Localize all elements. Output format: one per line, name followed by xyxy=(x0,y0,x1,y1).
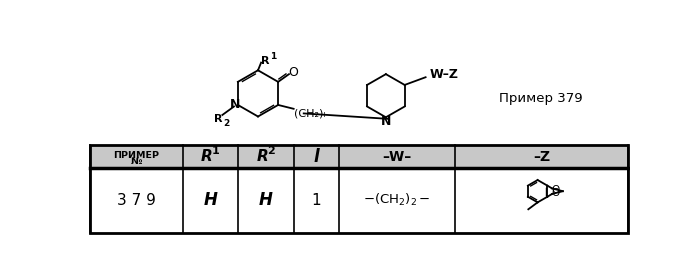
Text: H: H xyxy=(204,191,218,209)
Text: (CH₂)ₗ: (CH₂)ₗ xyxy=(295,108,326,118)
Text: O: O xyxy=(551,185,559,195)
Text: R: R xyxy=(214,114,223,124)
Text: O: O xyxy=(288,66,298,79)
Text: ПРИМЕР: ПРИМЕР xyxy=(113,151,160,160)
Text: W–Z: W–Z xyxy=(430,68,459,81)
Text: 2: 2 xyxy=(223,119,230,128)
Text: H: H xyxy=(259,191,273,209)
Text: 1: 1 xyxy=(211,146,219,156)
Text: Пример 379: Пример 379 xyxy=(499,92,582,105)
Text: 1: 1 xyxy=(312,193,321,208)
Text: 1: 1 xyxy=(270,52,276,61)
Bar xyxy=(90,145,628,233)
Text: №: № xyxy=(131,157,142,166)
Text: 2: 2 xyxy=(267,146,274,156)
Text: l: l xyxy=(314,148,319,166)
Text: N: N xyxy=(230,99,240,112)
Text: O: O xyxy=(551,188,559,198)
Bar xyxy=(90,145,628,168)
Text: R: R xyxy=(261,56,270,66)
Text: N: N xyxy=(381,115,391,128)
Text: –Z: –Z xyxy=(533,149,550,164)
Bar xyxy=(90,145,628,233)
Text: R: R xyxy=(256,149,268,164)
Text: R: R xyxy=(201,149,213,164)
Text: $\mathregular{-(CH_2)_2-}$: $\mathregular{-(CH_2)_2-}$ xyxy=(363,192,431,209)
Text: –W–: –W– xyxy=(382,149,412,164)
Text: 3 7 9: 3 7 9 xyxy=(117,193,156,208)
